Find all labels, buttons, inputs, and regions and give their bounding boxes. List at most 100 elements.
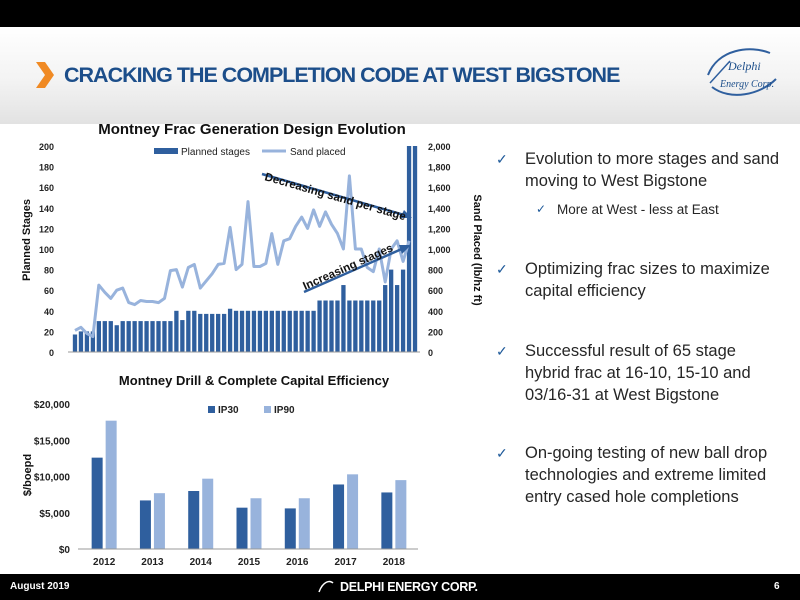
chart1-y-tick-label: 200 — [39, 142, 54, 152]
legend-label-planned: Planned stages — [181, 147, 250, 158]
bar-ip90 — [250, 498, 262, 549]
annotation-increasing: Increasing stages — [301, 242, 395, 292]
checkmark-icon: ✓ — [496, 151, 508, 167]
legend-swatch-ip30 — [208, 406, 215, 413]
bar-ip90 — [395, 480, 407, 549]
chart2-x-tick-label: 2018 — [383, 557, 406, 568]
sub-bullet-text: More at West - less at East — [557, 202, 719, 217]
annotation-decreasing: Decreasing sand per stage — [263, 171, 407, 223]
planned-stages-bar — [359, 300, 364, 352]
bar-ip30 — [139, 500, 151, 549]
decreasing-arrow — [261, 172, 405, 217]
logo-text-top: Delphi — [727, 59, 761, 73]
chart1-y2-tick-label: 1,400 — [428, 204, 451, 214]
planned-stages-bar — [365, 300, 370, 352]
planned-stages-bar — [353, 300, 358, 352]
decreasing-arrowhead — [400, 210, 412, 218]
planned-stages-bar — [150, 321, 155, 352]
chart2-x-tick-label: 2017 — [334, 557, 357, 568]
planned-stages-bar — [305, 310, 310, 352]
bullet-text: Optimizing frac sizes to maximize capita… — [525, 260, 770, 300]
footer-date: August 2019 — [10, 581, 70, 592]
planned-stages-bar — [245, 310, 251, 352]
chart1-y2-tick-label: 1,200 — [428, 224, 451, 234]
checkmark-icon: ✓ — [496, 445, 508, 461]
bar-ip30 — [381, 492, 393, 549]
chart1-y2-axis-label: Sand Placed (lb/hz ft) — [471, 194, 483, 306]
chart1-y2-tick-label: 400 — [428, 307, 443, 317]
bullet-text: Evolution to more stages and sand moving… — [525, 150, 780, 190]
footer-company: DELPHI ENERGY CORP. — [340, 580, 478, 594]
planned-stages-bar — [287, 310, 292, 352]
bar-ip90 — [347, 474, 359, 549]
planned-stages-bar — [114, 325, 119, 352]
title-band — [0, 27, 800, 124]
planned-stages-bar — [383, 285, 388, 352]
chart1-y-tick-label: 0 — [49, 348, 54, 358]
chart1-y2-tick-label: 600 — [428, 286, 443, 296]
planned-stages-bar — [281, 310, 286, 352]
planned-stages-bar — [84, 331, 90, 352]
planned-stages-bar — [323, 300, 328, 352]
planned-stages-bar — [168, 321, 173, 352]
chart1-y-tick-label: 100 — [39, 245, 54, 255]
chart1-y-tick-label: 140 — [39, 204, 54, 214]
chart2-y-axis-label: $/boepd — [22, 454, 34, 496]
planned-stages-bar — [239, 310, 245, 352]
planned-stages-bar — [299, 310, 304, 352]
chart1-y2-tick-label: 800 — [428, 266, 443, 276]
planned-stages-bar — [221, 313, 227, 352]
planned-stages-bar — [90, 331, 96, 352]
planned-stages-bar — [263, 310, 269, 352]
legend-swatch-ip90 — [264, 406, 271, 413]
planned-stages-bar — [108, 321, 113, 352]
planned-stages-bar — [394, 285, 400, 352]
chart1-y-tick-label: 40 — [44, 307, 54, 317]
chart2-legend: IP30 IP90 — [208, 405, 295, 416]
legend-label-sand: Sand placed — [290, 147, 346, 158]
planned-stages-bar — [371, 300, 376, 352]
planned-stages-bar — [180, 320, 185, 352]
planned-stages-bar — [400, 269, 406, 352]
legend-label-ip90: IP90 — [274, 405, 295, 416]
planned-stages-bar — [377, 300, 382, 352]
planned-stages-bar — [72, 334, 78, 352]
chart1-y2-tick-label: 2,000 — [428, 142, 451, 152]
bar-ip30 — [333, 484, 345, 549]
chart2-y-tick-label: $5,000 — [39, 509, 70, 520]
planned-stages-bar — [186, 310, 191, 352]
planned-stages-bar — [144, 321, 149, 352]
bar-ip30 — [91, 457, 103, 549]
planned-stages-bar — [210, 313, 215, 352]
company-logo: Delphi Energy Corp. — [707, 48, 777, 96]
chart1-y-tick-label: 20 — [44, 327, 54, 337]
logo-text-bottom: Energy Corp. — [719, 79, 774, 90]
chart2-x-tick-label: 2016 — [286, 557, 309, 568]
chart1-y2-tick-label: 200 — [428, 327, 443, 337]
planned-stages-bar — [120, 321, 125, 352]
chart2-y-tick-label: $10,000 — [34, 473, 71, 484]
planned-stages-bar — [198, 313, 203, 352]
bullet-text: On-going testing of new ball drop techno… — [525, 444, 768, 506]
planned-stages-bar — [102, 321, 107, 352]
planned-stages-bar — [96, 321, 101, 352]
chart1-y-tick-label: 120 — [39, 224, 54, 234]
bar-ip90 — [298, 498, 310, 549]
chart1-y2-tick-label: 1,000 — [428, 245, 451, 255]
planned-stages-bar — [174, 310, 179, 352]
chart1-y-tick-label: 160 — [39, 183, 54, 193]
bar-ip30 — [284, 508, 296, 549]
planned-stages-bar — [341, 285, 346, 352]
increasing-arrow — [303, 246, 405, 294]
planned-stages-bar — [204, 313, 209, 352]
planned-stages-bar — [126, 321, 131, 352]
brand-mark-icon — [318, 580, 334, 593]
page-number: 6 — [774, 581, 780, 592]
checkmark-icon: ✓ — [496, 343, 508, 359]
planned-stages-bar — [156, 321, 161, 352]
chart1-y2-tick-label: 1,800 — [428, 163, 451, 173]
chart2-x-tick-label: 2012 — [93, 557, 116, 568]
chevron-icon — [36, 62, 54, 88]
planned-stages-bar — [293, 310, 298, 352]
footer-bar: August 2019 DELPHI ENERGY CORP. 6 — [0, 574, 800, 600]
